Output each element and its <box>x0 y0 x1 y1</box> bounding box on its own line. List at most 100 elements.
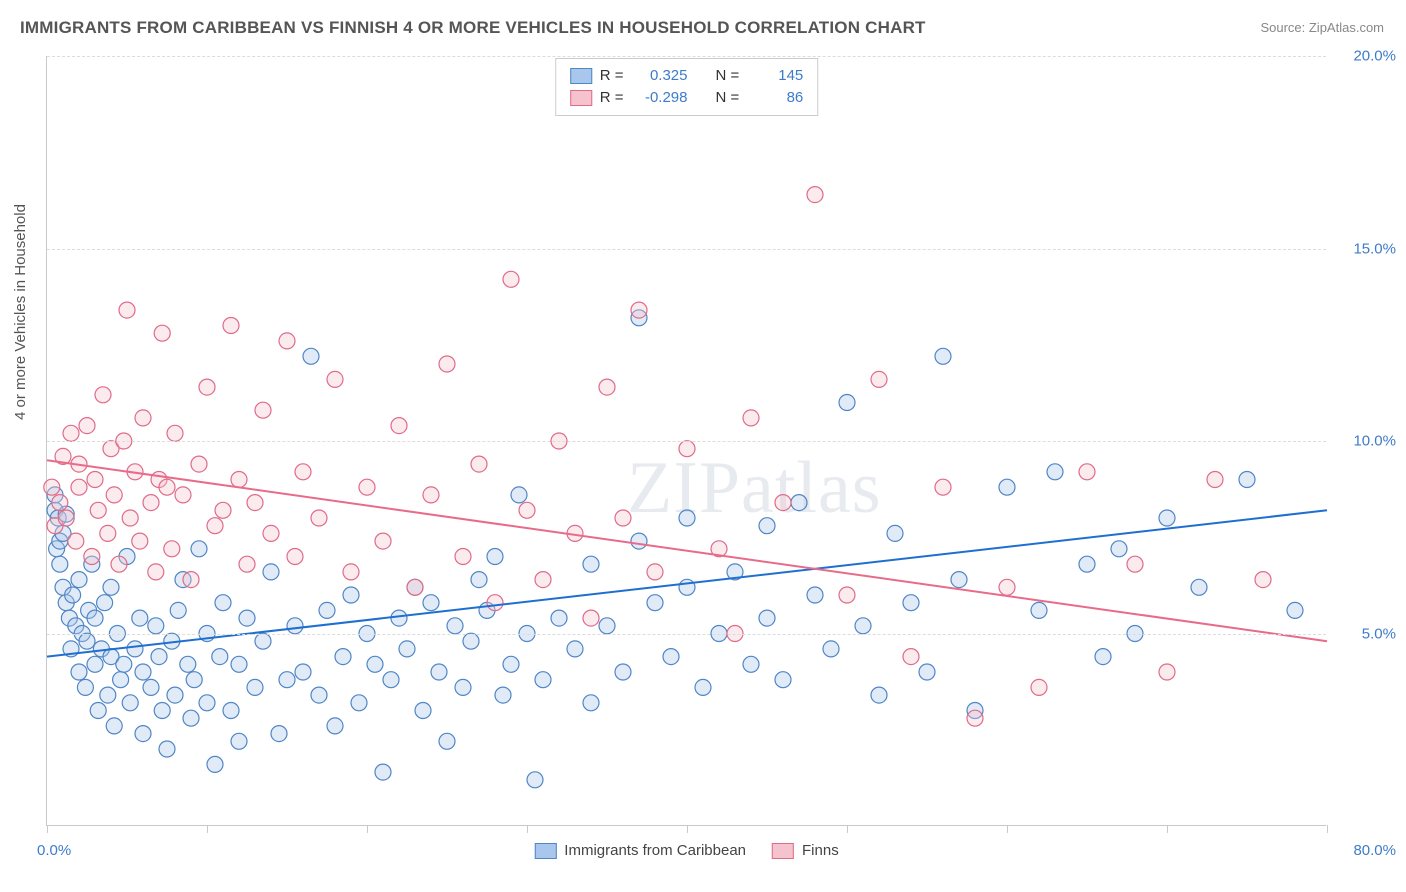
data-point <box>343 564 359 580</box>
data-point <box>231 472 247 488</box>
data-point <box>519 502 535 518</box>
data-point <box>759 518 775 534</box>
data-point <box>663 649 679 665</box>
data-point <box>511 487 527 503</box>
data-point <box>839 587 855 603</box>
data-point <box>271 726 287 742</box>
data-point <box>599 379 615 395</box>
data-point <box>199 379 215 395</box>
data-point <box>1079 556 1095 572</box>
data-point <box>65 587 81 603</box>
legend-item-1: Finns <box>772 842 839 859</box>
data-point <box>116 656 132 672</box>
data-point <box>535 672 551 688</box>
data-point <box>1159 664 1175 680</box>
legend-item-0: Immigrants from Caribbean <box>534 842 746 859</box>
data-point <box>191 541 207 557</box>
legend-label-0: Immigrants from Caribbean <box>564 842 746 859</box>
data-point <box>68 533 84 549</box>
data-point <box>455 679 471 695</box>
data-point <box>52 495 68 511</box>
data-point <box>151 649 167 665</box>
data-point <box>175 487 191 503</box>
data-point <box>311 687 327 703</box>
data-point <box>583 556 599 572</box>
data-point <box>1111 541 1127 557</box>
data-point <box>95 387 111 403</box>
data-point <box>279 672 295 688</box>
data-point <box>791 495 807 511</box>
data-point <box>79 418 95 434</box>
data-point <box>423 487 439 503</box>
data-point <box>159 741 175 757</box>
data-point <box>111 556 127 572</box>
data-point <box>180 656 196 672</box>
data-point <box>631 533 647 549</box>
data-point <box>263 525 279 541</box>
data-point <box>215 595 231 611</box>
data-point <box>303 348 319 364</box>
legend-label-1: Finns <box>802 842 839 859</box>
data-point <box>383 672 399 688</box>
data-point <box>223 703 239 719</box>
data-point <box>399 641 415 657</box>
data-point <box>439 356 455 372</box>
data-point <box>1239 472 1255 488</box>
data-point <box>679 510 695 526</box>
data-point <box>263 564 279 580</box>
data-point <box>1095 649 1111 665</box>
data-point <box>87 656 103 672</box>
data-point <box>63 425 79 441</box>
data-point <box>287 618 303 634</box>
data-point <box>775 495 791 511</box>
data-point <box>935 348 951 364</box>
gridline <box>47 441 1326 442</box>
data-point <box>759 610 775 626</box>
data-point <box>615 510 631 526</box>
data-point <box>839 395 855 411</box>
data-point <box>855 618 871 634</box>
x-tick <box>367 825 368 833</box>
data-point <box>191 456 207 472</box>
data-point <box>447 618 463 634</box>
legend-swatch-finns <box>772 843 794 859</box>
data-point <box>583 610 599 626</box>
data-point <box>567 641 583 657</box>
data-point <box>647 595 663 611</box>
y-tick-label: 20.0% <box>1353 48 1396 65</box>
y-tick-label: 15.0% <box>1353 240 1396 257</box>
data-point <box>527 772 543 788</box>
data-point <box>159 479 175 495</box>
data-point <box>71 572 87 588</box>
x-tick <box>1007 825 1008 833</box>
data-point <box>223 318 239 334</box>
data-point <box>183 710 199 726</box>
data-point <box>471 572 487 588</box>
data-point <box>106 487 122 503</box>
data-point <box>455 549 471 565</box>
data-point <box>170 602 186 618</box>
data-point <box>71 664 87 680</box>
data-point <box>239 610 255 626</box>
gridline <box>47 249 1326 250</box>
data-point <box>631 302 647 318</box>
legend-swatch-caribbean <box>534 843 556 859</box>
data-point <box>295 664 311 680</box>
x-tick <box>527 825 528 833</box>
data-point <box>439 733 455 749</box>
data-point <box>135 726 151 742</box>
data-point <box>167 687 183 703</box>
data-point <box>823 641 839 657</box>
data-point <box>279 333 295 349</box>
data-point <box>431 664 447 680</box>
data-point <box>90 703 106 719</box>
data-point <box>212 649 228 665</box>
data-point <box>1079 464 1095 480</box>
data-point <box>871 371 887 387</box>
data-point <box>148 618 164 634</box>
data-point <box>100 687 116 703</box>
data-point <box>255 633 271 649</box>
data-point <box>103 579 119 595</box>
gridline <box>47 634 1326 635</box>
data-point <box>935 479 951 495</box>
